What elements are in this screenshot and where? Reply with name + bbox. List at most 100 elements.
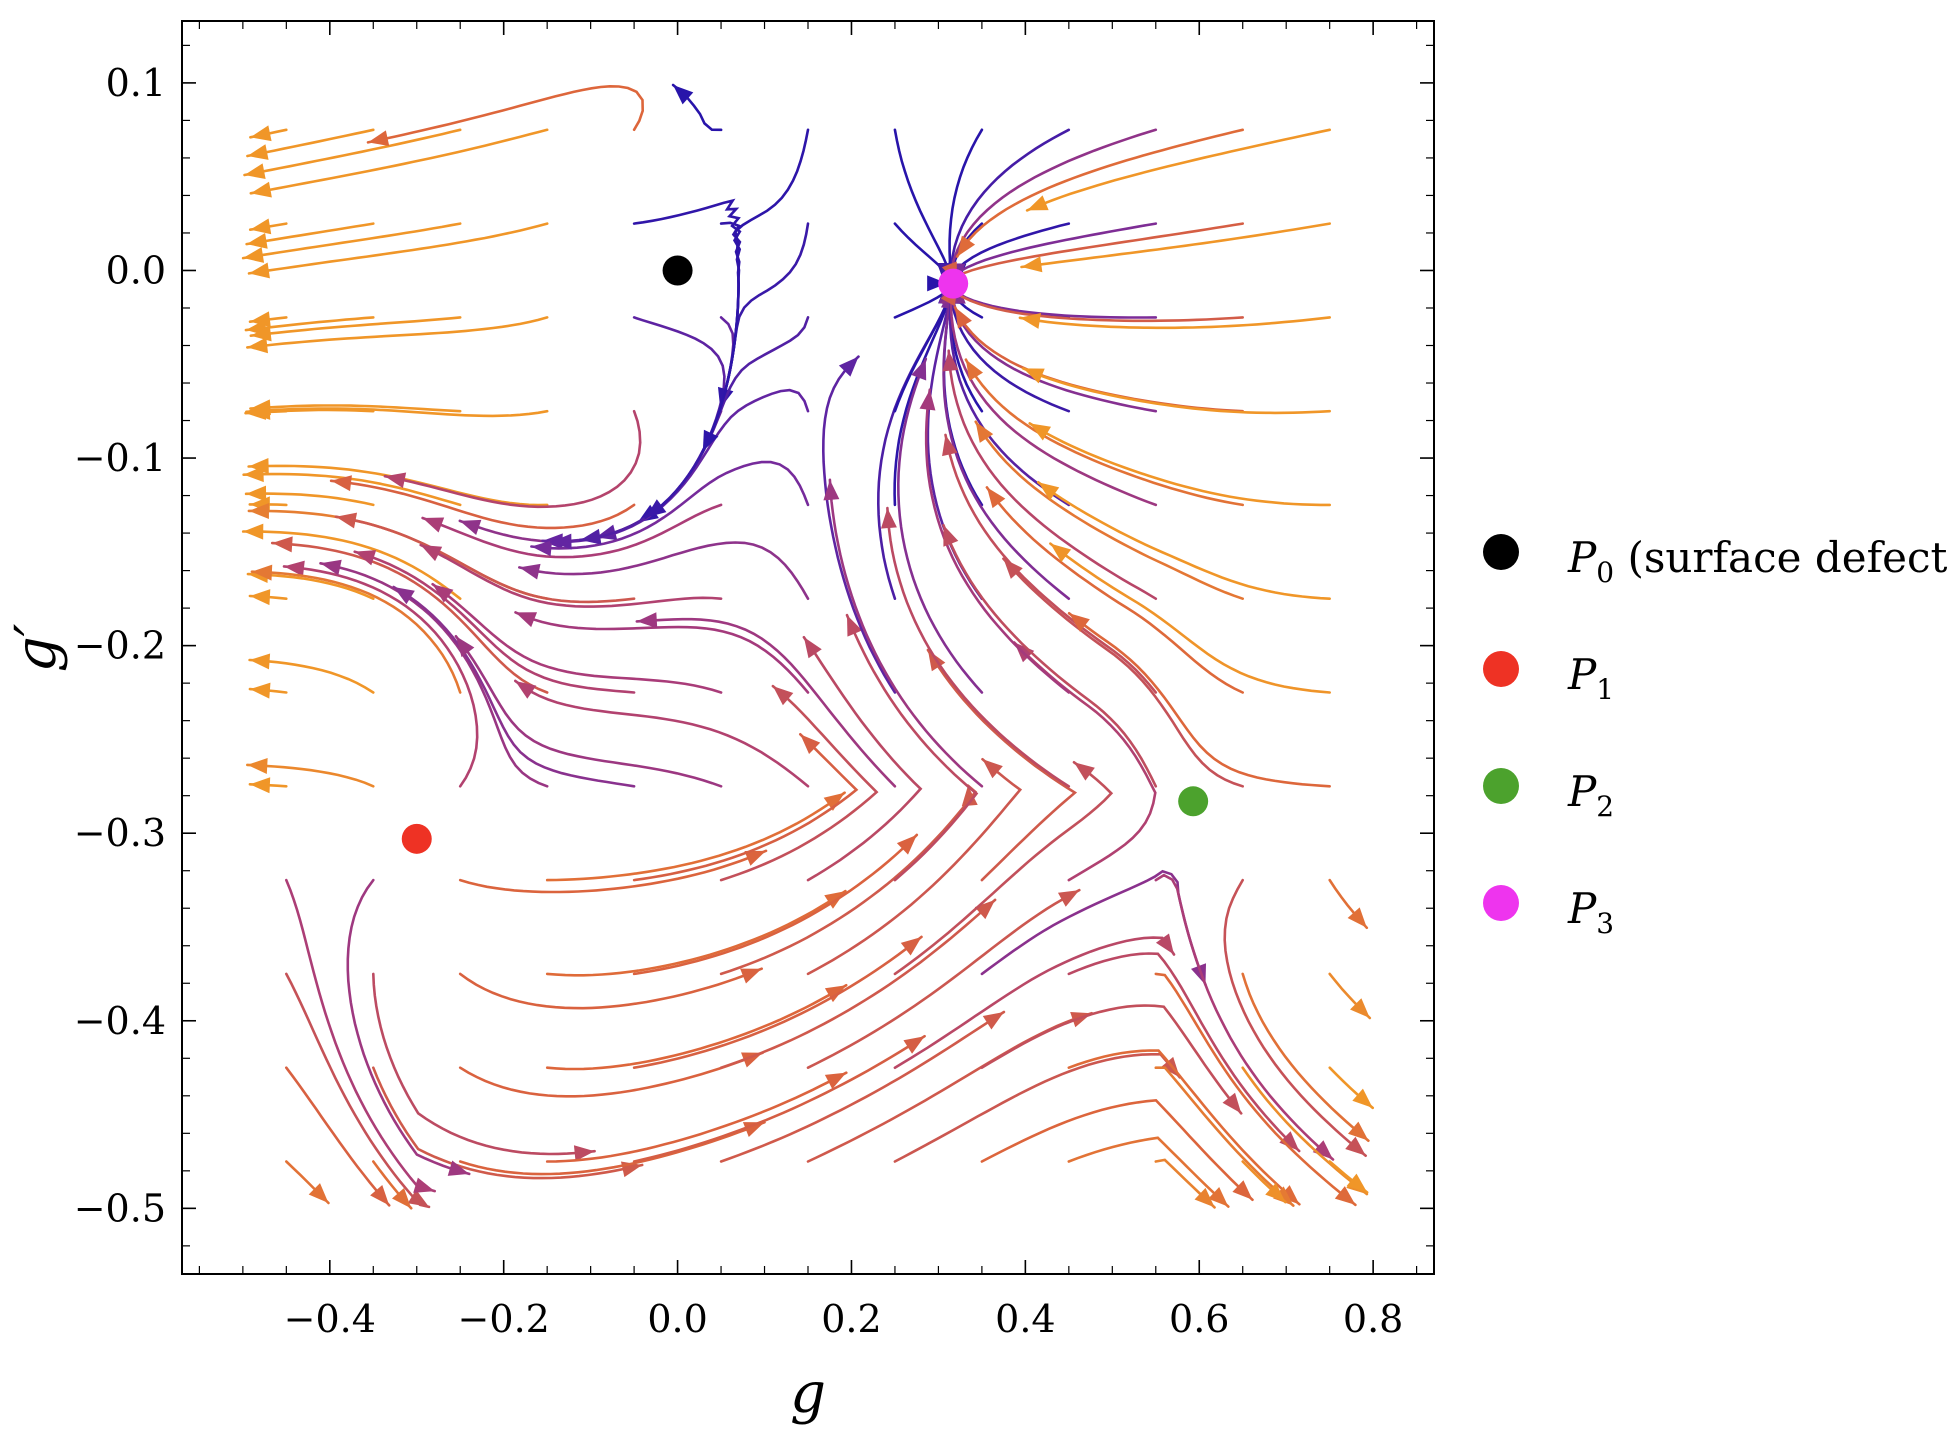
stream-arrowhead-97: [1222, 1092, 1242, 1114]
x-tick-label: 0.2: [821, 1297, 881, 1341]
stream-arrowhead-6: [249, 589, 271, 606]
stream-line-77: [514, 611, 810, 694]
stream-arrowhead-73: [1057, 890, 1080, 907]
stream-arrowhead-12: [392, 1187, 412, 1209]
stream-arrowhead-109: [1279, 1185, 1300, 1205]
stream-arrowhead-64: [455, 636, 475, 658]
stream-line-49: [632, 935, 923, 1069]
stream-line-53: [353, 550, 636, 694]
y-axis-label: g′: [4, 623, 69, 672]
fixed-point-p3: [938, 268, 969, 299]
stream-arrowhead-15: [447, 1160, 470, 1176]
y-tick-label: −0.3: [74, 811, 166, 855]
stream-line-54: [334, 515, 636, 604]
stream-line-3: [285, 878, 436, 1193]
stream-line-113: [924, 388, 1071, 694]
stream-line-136: [1002, 557, 1244, 788]
stream-line-141: [945, 280, 1244, 323]
stream-arrowhead-140: [955, 307, 972, 329]
stream-line-86: [893, 761, 1114, 976]
stream-line-50: [632, 833, 919, 976]
stream-line-52: [392, 585, 636, 788]
stream-line-154: [1020, 222, 1331, 269]
stream-arrowhead-62: [961, 785, 978, 807]
stream-arrowhead-1: [370, 1185, 390, 1206]
y-tick-label: 0.0: [106, 248, 166, 292]
stream-line-40: [319, 562, 549, 788]
stream-line-15: [346, 878, 471, 1176]
stream-line-123: [1154, 873, 1335, 1161]
stream-arrowhead-113: [919, 389, 936, 411]
stream-line-155: [1025, 128, 1331, 212]
stream-arrowhead-108: [1208, 1187, 1229, 1207]
stream-line-149: [1049, 542, 1331, 694]
y-tick-label: 0.1: [106, 61, 166, 105]
stream-arrowhead-81: [580, 528, 602, 545]
stream-arrowhead-149: [1050, 543, 1072, 563]
legend: P0 (surface defect) P1 P2 P3: [1483, 533, 1950, 940]
stream-arrowhead-96: [1232, 1180, 1253, 1200]
stream-line-108: [1067, 1136, 1230, 1208]
stream-line-59: [366, 84, 645, 144]
stream-arrowhead-125: [942, 434, 958, 457]
stream-line-122: [1154, 972, 1357, 1207]
y-tick-label: −0.5: [74, 1186, 166, 1230]
x-tick-label: −0.4: [284, 1297, 376, 1341]
stream-arrowhead-44: [246, 402, 267, 419]
stream-arrowhead-132: [1265, 1182, 1286, 1203]
stream-arrowhead-126: [942, 350, 959, 372]
legend-label-p3: P3: [1567, 884, 1614, 940]
stream-line-101: [896, 357, 984, 694]
stream-arrowhead-47: [250, 181, 272, 198]
stream-arrowhead-121: [1273, 1186, 1294, 1206]
stream-arrowhead-36: [824, 1072, 847, 1090]
stream-arrowhead-39: [823, 792, 845, 811]
stream-line-36: [545, 1071, 848, 1163]
stream-line-29: [250, 570, 462, 694]
stream-line-142: [943, 222, 1244, 287]
stream-arrowhead-124: [943, 525, 959, 547]
y-tick-label: −0.2: [74, 624, 166, 668]
stream-line-34: [241, 222, 462, 260]
stream-line-35: [243, 128, 462, 177]
stream-line-143: [955, 128, 1244, 258]
stream-arrowhead-79: [531, 540, 553, 557]
stream-arrowhead-2: [407, 1189, 429, 1207]
stream-arrowhead-19: [246, 485, 267, 502]
stream-arrowhead-37: [824, 985, 847, 1003]
stream-line-61: [719, 898, 997, 1069]
stream-arrowhead-3: [413, 1177, 435, 1193]
stream-arrowhead-29: [251, 564, 273, 581]
stream-arrowhead-65: [432, 584, 454, 603]
stream-line-60: [719, 1010, 1006, 1163]
stream-arrowhead-135: [1345, 1136, 1366, 1156]
stream-arrowhead-150: [1038, 482, 1060, 501]
stream-line-99: [926, 648, 1078, 882]
stream-arrowhead-30: [243, 523, 264, 540]
stream-arrowhead-60: [982, 1011, 1004, 1030]
stream-line-66: [419, 543, 723, 608]
stream-line-39: [545, 791, 846, 882]
stream-line-151: [1028, 422, 1331, 507]
stream-line-28: [282, 565, 479, 788]
stream-arrowhead-67: [422, 517, 445, 533]
stream-arrowhead-10: [250, 218, 272, 235]
stream-arrowhead-145: [1352, 1088, 1373, 1108]
stream-arrowhead-87: [846, 615, 863, 637]
stream-line-23: [246, 128, 375, 158]
fixed-point-p2: [1178, 786, 1209, 817]
y-tick-label: −0.1: [74, 436, 166, 480]
x-axis-label: g: [790, 1361, 826, 1426]
stream-line-48: [632, 1034, 926, 1163]
stream-line-73: [806, 888, 1081, 1069]
stream-arrowhead-34: [243, 247, 265, 263]
stream-line-121: [1154, 1066, 1295, 1207]
x-tick-label: 0.8: [1343, 1297, 1403, 1341]
fixed-point-p0: [662, 255, 693, 286]
stream-arrowhead-59: [367, 130, 390, 147]
stream-lines: [241, 83, 1374, 1210]
stream-arrowhead-85: [1155, 933, 1174, 955]
stream-arrowhead-17: [249, 653, 271, 670]
stream-arrowhead-63: [772, 686, 794, 706]
